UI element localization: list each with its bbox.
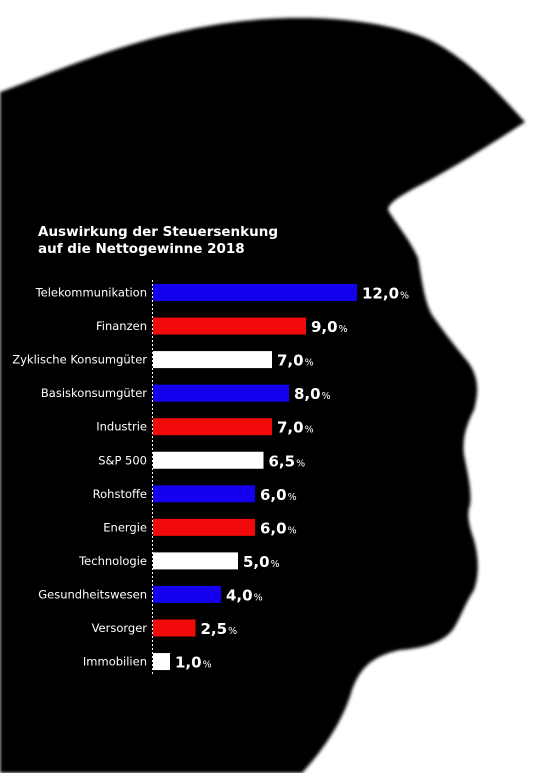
value-label: 8,0% xyxy=(294,385,331,403)
value-label: 12,0% xyxy=(362,285,409,303)
category-label: Versorger xyxy=(92,621,148,635)
category-label: S&P 500 xyxy=(98,453,147,467)
value-label: 9,0% xyxy=(311,318,348,336)
category-label: Technologie xyxy=(78,554,147,568)
chart-title-line-1: Auswirkung der Steuersenkung xyxy=(38,224,279,240)
chart-title: Auswirkung der Steuersenkung auf die Net… xyxy=(38,224,278,258)
category-label: Gesundheitswesen xyxy=(38,587,147,601)
value-label: 7,0% xyxy=(277,419,314,437)
value-label: 6,0% xyxy=(260,486,297,504)
value-label: 4,0% xyxy=(226,586,263,604)
bar xyxy=(153,585,221,603)
bar xyxy=(153,518,255,536)
value-label: 2,5% xyxy=(201,620,238,638)
bar xyxy=(153,317,306,335)
bar xyxy=(153,451,264,469)
bar xyxy=(153,351,272,369)
chart-title-line-2: auf die Nettogewinne 2018 xyxy=(38,241,245,257)
bar xyxy=(153,485,255,503)
category-label: Immobilien xyxy=(83,655,147,669)
value-label: 6,5% xyxy=(269,452,306,470)
category-label: Finanzen xyxy=(96,319,147,333)
category-label: Telekommunikation xyxy=(35,286,147,300)
bar xyxy=(153,384,289,402)
value-label: 5,0% xyxy=(243,553,280,571)
category-label: Zyklische Konsumgüter xyxy=(12,353,147,367)
category-label: Industrie xyxy=(96,420,147,434)
category-label: Basiskonsumgüter xyxy=(41,386,147,400)
bar xyxy=(153,619,196,637)
category-label: Energie xyxy=(103,520,147,534)
value-label: 7,0% xyxy=(277,352,314,370)
value-label: 6,0% xyxy=(260,519,297,537)
bar xyxy=(153,653,170,671)
bar xyxy=(153,284,357,301)
value-label: 1,0% xyxy=(175,654,212,672)
bar xyxy=(153,552,238,570)
bar xyxy=(153,418,272,436)
category-label: Rohstoffe xyxy=(93,487,147,501)
